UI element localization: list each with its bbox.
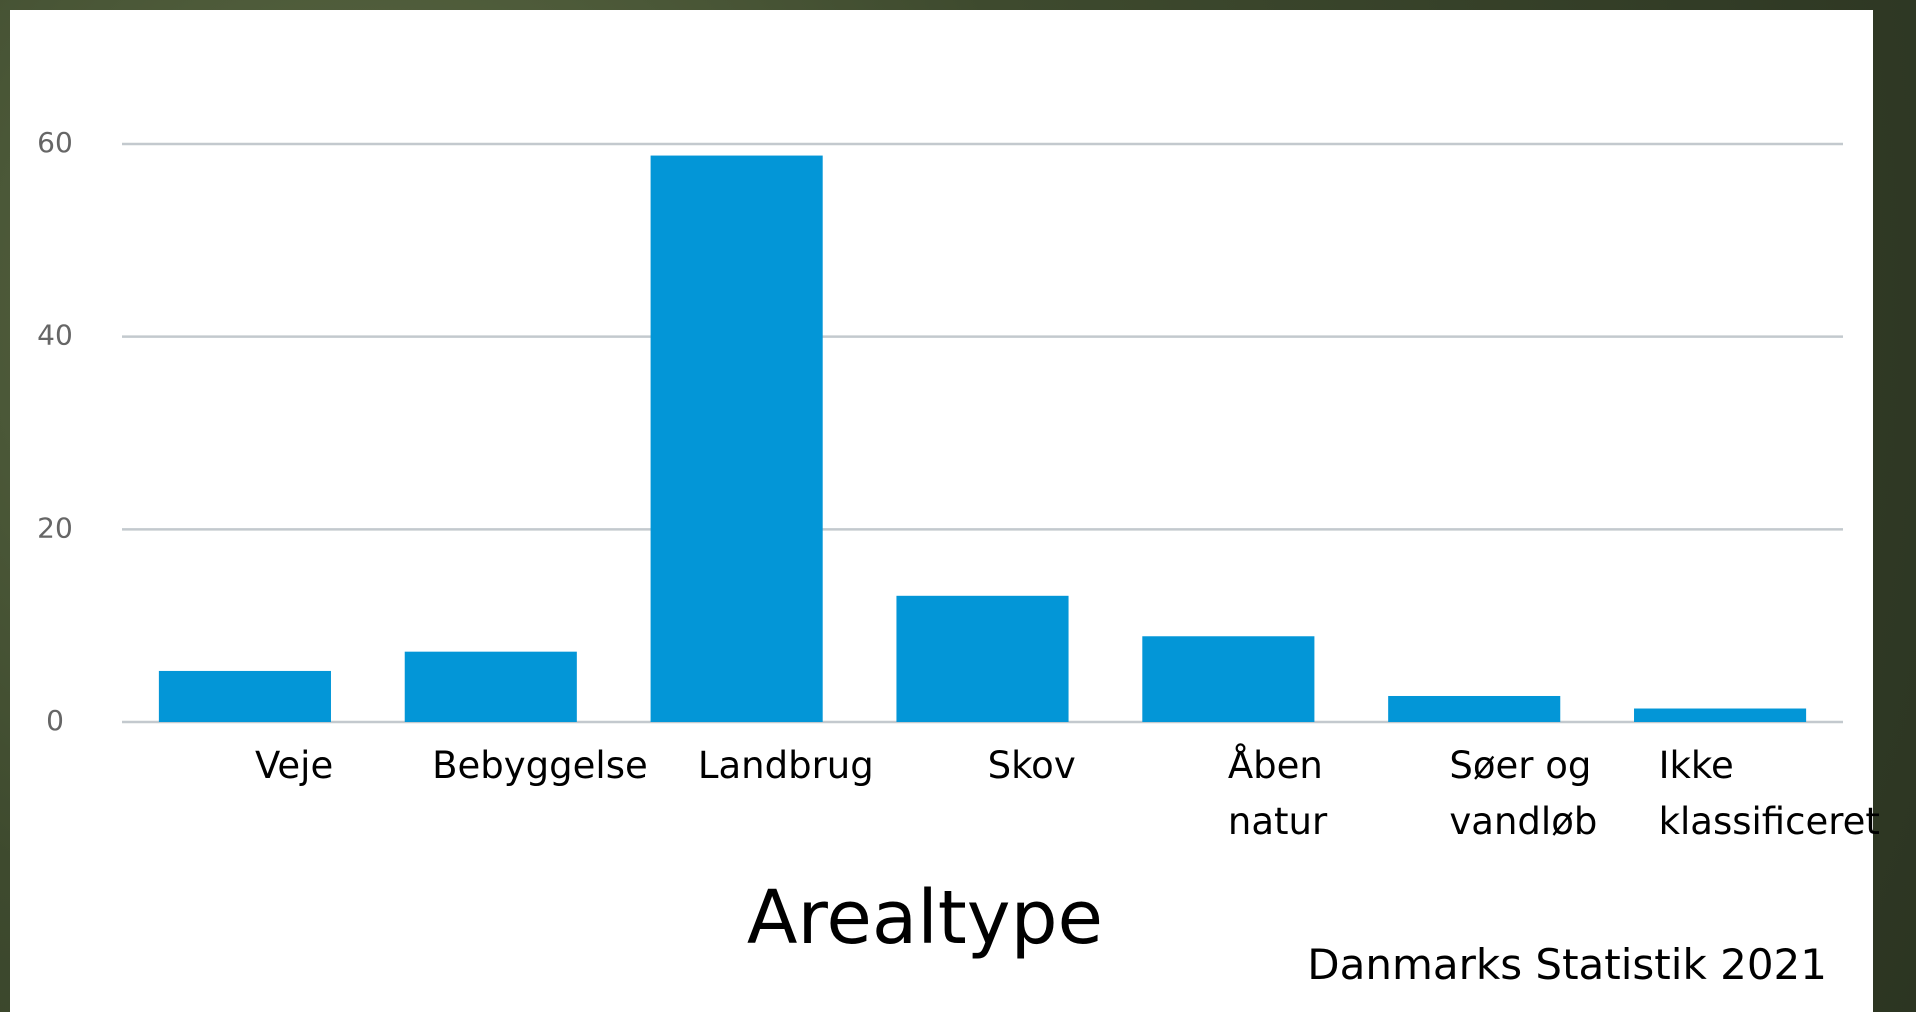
- bar: [158, 670, 331, 722]
- x-tick-label: Veje: [254, 744, 334, 787]
- x-tick-label: Bebyggelse: [432, 744, 648, 787]
- chart-panel: [10, 10, 1873, 1012]
- y-tick-label: 60: [37, 126, 73, 159]
- bar: [1388, 695, 1561, 722]
- x-tick-label: Ikke klassificeret: [1658, 744, 1880, 843]
- x-tick-label: Skov: [987, 744, 1076, 787]
- y-tick-label: 40: [37, 319, 73, 352]
- x-axis-title: Arealtype: [746, 875, 1104, 961]
- y-tick-label: 0: [46, 704, 64, 737]
- x-tick-label: Landbrug: [697, 744, 874, 787]
- bar: [896, 595, 1069, 722]
- x-tick-label: Åben natur: [1227, 744, 1328, 843]
- source-note: Danmarks Statistik 2021: [1307, 940, 1827, 989]
- y-tick-label: 20: [37, 511, 73, 544]
- bar: [1142, 636, 1315, 722]
- bar: [650, 155, 823, 722]
- x-tick-label: Søer og vandløb: [1449, 744, 1598, 843]
- bar: [1634, 708, 1807, 722]
- bar: [404, 651, 577, 722]
